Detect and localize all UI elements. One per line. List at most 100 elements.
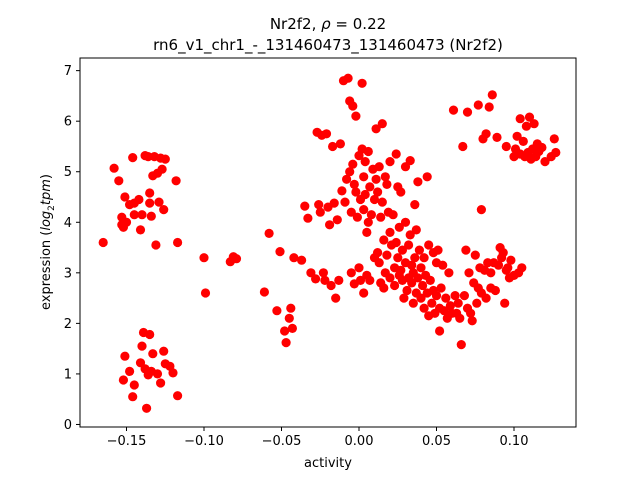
data-point	[462, 107, 473, 117]
data-point	[297, 255, 307, 265]
data-point	[151, 240, 161, 250]
data-point	[408, 298, 418, 308]
data-point	[407, 278, 417, 288]
data-point	[135, 225, 146, 235]
data-point	[168, 368, 178, 378]
x-tick-label: 0.05	[422, 434, 451, 449]
data-point	[145, 198, 155, 208]
data-point	[145, 329, 155, 340]
data-point	[407, 260, 417, 270]
data-point	[332, 215, 342, 225]
data-point	[303, 213, 313, 223]
data-point	[125, 366, 135, 376]
data-point	[114, 176, 124, 186]
data-point	[425, 275, 435, 285]
data-point	[311, 274, 321, 284]
chart-title: Nr2f2, ρ = 0.22	[270, 15, 386, 33]
data-point	[517, 263, 527, 273]
data-point	[439, 306, 449, 316]
data-point	[318, 268, 328, 278]
data-point	[129, 210, 139, 220]
data-point	[551, 147, 561, 158]
data-point	[346, 207, 356, 217]
data-point	[393, 253, 403, 263]
y-tick-label: 6	[64, 115, 72, 130]
data-point	[300, 201, 310, 211]
data-point	[413, 177, 423, 187]
y-tick-label: 7	[64, 64, 72, 79]
data-point	[129, 380, 139, 390]
data-point	[521, 121, 532, 131]
data-point	[404, 240, 414, 250]
data-point	[160, 154, 170, 164]
data-point	[154, 197, 164, 207]
data-point	[394, 222, 404, 232]
data-point	[348, 159, 358, 169]
data-point	[371, 124, 381, 134]
data-point	[385, 157, 395, 167]
y-axis-ticks: 0 1 2 3 4 5 6 7	[64, 64, 80, 433]
data-point	[396, 187, 406, 197]
data-point	[419, 253, 429, 263]
data-point	[121, 217, 132, 227]
data-point	[359, 172, 369, 182]
data-point	[470, 250, 480, 260]
data-point	[382, 250, 392, 260]
data-point	[342, 174, 352, 184]
data-point	[351, 111, 361, 121]
data-point	[441, 293, 451, 303]
data-point	[359, 288, 369, 298]
chart-subtitle: rn6_v1_chr1_-_131460473_131460473 (Nr2f2…	[153, 36, 503, 55]
data-point	[396, 265, 406, 275]
data-point	[397, 245, 407, 255]
data-point	[382, 179, 392, 189]
data-point	[199, 253, 209, 263]
data-point	[455, 313, 465, 323]
data-point	[373, 187, 383, 197]
data-point	[391, 237, 401, 248]
data-point	[343, 73, 353, 83]
data-point	[445, 301, 455, 311]
data-point	[118, 375, 128, 385]
data-point	[436, 283, 446, 293]
data-point	[321, 129, 332, 139]
data-point	[424, 240, 434, 250]
data-point	[433, 245, 443, 255]
data-point	[518, 136, 528, 146]
data-point	[379, 235, 389, 245]
data-point	[419, 303, 429, 313]
data-point	[450, 291, 460, 301]
data-point	[379, 283, 389, 293]
data-point	[399, 293, 409, 303]
x-tick-label: −0.05	[262, 434, 302, 449]
data-point	[363, 217, 373, 227]
data-point	[500, 298, 510, 308]
data-point	[287, 323, 297, 333]
data-point	[371, 174, 381, 184]
data-point	[320, 275, 330, 285]
data-point	[200, 288, 211, 298]
y-tick-label: 3	[64, 266, 72, 281]
data-point	[120, 192, 130, 202]
data-point	[459, 291, 469, 301]
data-point	[159, 205, 169, 215]
data-point	[540, 157, 550, 167]
data-point	[374, 162, 384, 172]
data-point	[349, 179, 359, 189]
data-point	[486, 268, 496, 278]
data-point	[359, 205, 369, 215]
data-points	[98, 73, 561, 413]
data-point	[315, 207, 325, 217]
data-point	[329, 198, 339, 208]
data-point	[128, 392, 138, 402]
data-point	[512, 131, 522, 141]
data-point	[418, 280, 428, 291]
y-tick-label: 4	[64, 216, 72, 231]
data-point	[493, 260, 504, 270]
data-point	[374, 258, 384, 268]
data-point	[461, 245, 471, 255]
data-point	[157, 164, 167, 174]
data-point	[120, 351, 130, 361]
data-point	[363, 146, 373, 157]
data-point	[402, 285, 412, 296]
